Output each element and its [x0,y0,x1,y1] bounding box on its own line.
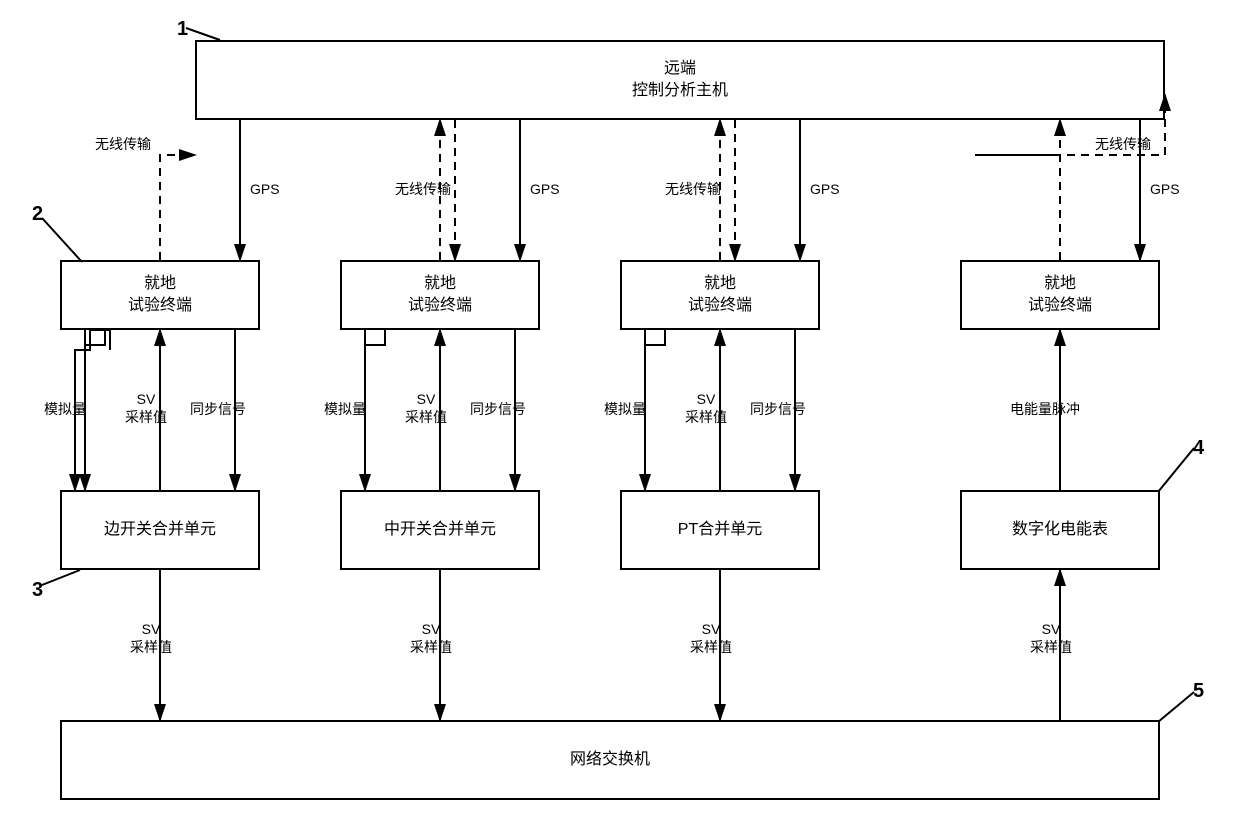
remote-host-line1: 远端 [664,58,696,80]
connector-layer [0,0,1240,837]
ref-2: 2 [32,203,43,226]
label-sv-bottom-1: SV 采样值 [130,620,172,656]
box-terminal-1: 就地 试验终端 [60,260,260,330]
remote-host-line2: 控制分析主机 [632,80,728,102]
terminal2-line1: 就地 [424,273,456,295]
label-gps-4: GPS [1150,180,1180,198]
box-remote-host: 远端 控制分析主机 [195,40,1165,120]
merge3-label: PT合并单元 [678,519,762,541]
terminal3-line2: 试验终端 [688,295,752,317]
ref-1: 1 [177,18,188,41]
box-terminal-3: 就地 试验终端 [620,260,820,330]
label-sv-bottom-4: SV 采样值 [1030,620,1072,656]
switch-label: 网络交换机 [570,749,650,771]
label-gps-2: GPS [530,180,560,198]
terminal4-line2: 试验终端 [1028,295,1092,317]
label-sync-1: 同步信号 [190,400,246,418]
label-gps-1: GPS [250,180,280,198]
ref-3: 3 [32,579,43,602]
label-wireless-right: 无线传输 [1095,135,1151,153]
ref-5: 5 [1193,680,1204,703]
label-sync-3: 同步信号 [750,400,806,418]
label-analog-3: 模拟量 [604,400,646,418]
label-sync-2: 同步信号 [470,400,526,418]
diagram-container: 1 2 3 4 5 远端 控制分析主机 就地 试验终端 就地 试验终端 就地 试… [0,0,1240,837]
label-analog-1: 模拟量 [44,400,86,418]
terminal2-line2: 试验终端 [408,295,472,317]
label-wireless-c2: 无线传输 [665,180,721,198]
terminal1-line2: 试验终端 [128,295,192,317]
label-sv-1: SV 采样值 [125,390,167,426]
label-sv-3: SV 采样值 [685,390,727,426]
merge1-label: 边开关合并单元 [104,519,216,541]
meter-label: 数字化电能表 [1012,519,1108,541]
box-merge-3: PT合并单元 [620,490,820,570]
box-merge-2: 中开关合并单元 [340,490,540,570]
box-terminal-2: 就地 试验终端 [340,260,540,330]
label-wireless-c1: 无线传输 [395,180,451,198]
label-analog-2: 模拟量 [324,400,366,418]
terminal3-line1: 就地 [704,273,736,295]
box-terminal-4: 就地 试验终端 [960,260,1160,330]
box-meter: 数字化电能表 [960,490,1160,570]
label-pulse-4: 电能量脉冲 [1010,400,1080,418]
terminal1-line1: 就地 [144,273,176,295]
merge2-label: 中开关合并单元 [384,519,496,541]
box-merge-1: 边开关合并单元 [60,490,260,570]
ref-4: 4 [1193,437,1204,460]
box-switch: 网络交换机 [60,720,1160,800]
label-sv-2: SV 采样值 [405,390,447,426]
label-wireless-left: 无线传输 [95,135,151,153]
label-sv-bottom-3: SV 采样值 [690,620,732,656]
terminal4-line1: 就地 [1044,273,1076,295]
label-gps-3: GPS [810,180,840,198]
label-sv-bottom-2: SV 采样值 [410,620,452,656]
